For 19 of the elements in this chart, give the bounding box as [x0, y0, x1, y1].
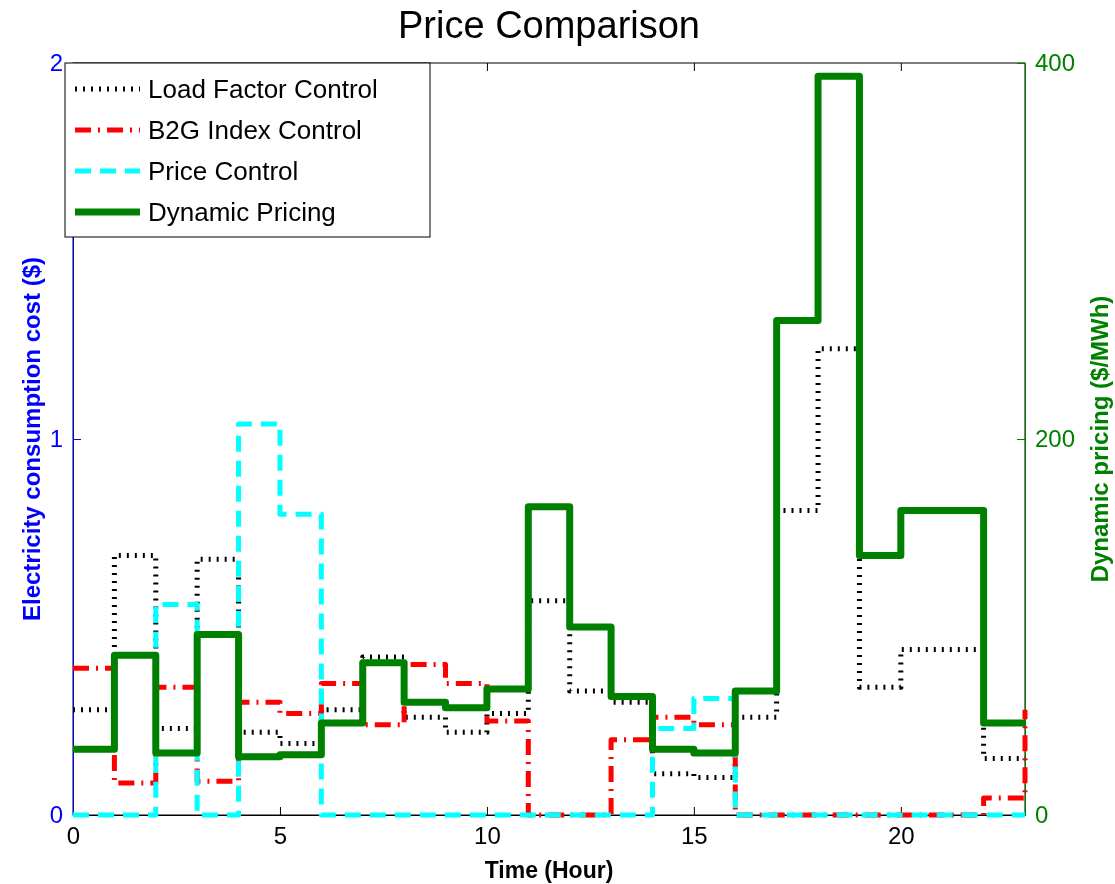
chart-title: Price Comparison: [398, 4, 700, 46]
x-tick-label: 5: [273, 822, 288, 850]
y-tick-label: 1: [49, 425, 63, 453]
x-tick-label: 0: [66, 822, 81, 850]
y2-tick-label: 200: [1035, 425, 1076, 453]
y2-tick-label: 400: [1035, 49, 1076, 77]
y2-tick-label: 0: [1035, 801, 1049, 829]
y2-axis-title: Dynamic pricing ($/MWh): [1086, 295, 1113, 583]
y-axis-title: Electricity consumption cost ($): [18, 256, 45, 622]
x-tick-label: 15: [681, 822, 708, 850]
x-axis-title: Time (Hour): [484, 857, 614, 883]
x-tick-label: 20: [887, 822, 915, 850]
legend-label: Dynamic Pricing: [148, 197, 336, 227]
y-tick-label: 0: [49, 801, 63, 829]
x-tick-label: 10: [474, 822, 501, 850]
legend-label: Load Factor Control: [148, 74, 378, 104]
legend-label: Price Control: [148, 156, 299, 186]
legend-label: B2G Index Control: [148, 115, 362, 145]
y-tick-label: 2: [49, 49, 63, 77]
